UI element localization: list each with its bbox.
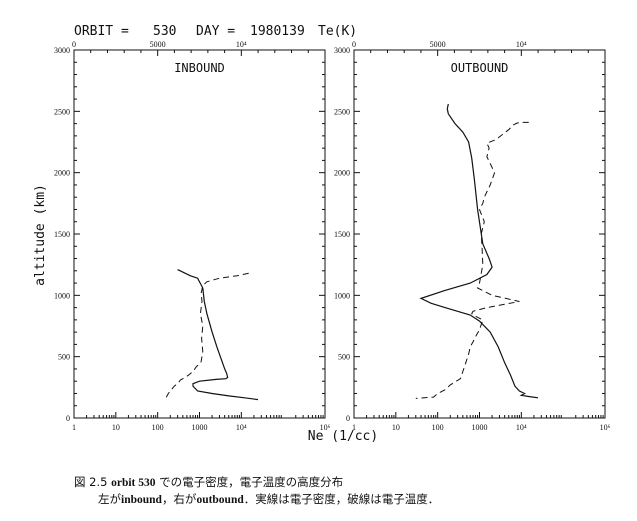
y-tick-label: 1500 (334, 230, 350, 239)
plot-frame (73, 49, 326, 419)
te-unit-label: Te(K) (318, 24, 357, 39)
panel-title: OUTBOUND (451, 61, 509, 75)
ne-density-line (177, 269, 259, 401)
top-tick-label: 5000 (150, 40, 166, 49)
top-tick-label: 10⁴ (236, 40, 247, 49)
y-tick-label: 2500 (334, 107, 350, 116)
caption-right: ，右が (161, 492, 197, 506)
caption-line-2: 左がinbound，右がoutbound．実線は電子密度，破線は電子温度． (74, 491, 439, 508)
x-tick-label: 10⁴ (236, 423, 247, 432)
caption-text-1: での電子密度，電子温度の高度分布 (159, 475, 344, 489)
y-tick-label: 0 (66, 414, 70, 423)
x-tick-label: 10 (392, 423, 400, 432)
orbit-value: 530 (153, 24, 176, 39)
x-tick-label: 1 (352, 423, 356, 432)
caption-line-1: 図 2.5 orbit 530 での電子密度，電子温度の高度分布 (74, 474, 439, 491)
y-tick-label: 2000 (334, 169, 350, 178)
y-tick-label: 2000 (54, 169, 70, 178)
caption-legend-text: ．実線は電子密度，破線は電子温度． (243, 492, 440, 506)
y-axis-label: altitude (km) (33, 184, 48, 286)
x-tick-label: 10⁶ (600, 423, 611, 432)
y-tick-label: 3000 (334, 46, 350, 55)
y-tick-label: 1000 (54, 291, 70, 300)
top-tick-label: 10⁴ (516, 40, 527, 49)
y-tick-label: 3000 (54, 46, 70, 55)
y-tick-label: 0 (346, 414, 350, 423)
orbit-label: ORBIT = (74, 24, 129, 39)
caption-inbound: inbound (121, 494, 162, 506)
x-tick-label: 10 (112, 423, 120, 432)
y-tick-label: 500 (338, 353, 350, 362)
caption-figure-number: 図 2.5 (74, 475, 108, 489)
figure-caption: 図 2.5 orbit 530 での電子密度，電子温度の高度分布 左がinbou… (74, 474, 439, 508)
te-temperature-line (164, 272, 249, 400)
inbound-panel: 1 10 100 1000 10⁴ 10⁶ 0 5000 10⁴ 0 500 1000 1500 2000… (54, 40, 331, 432)
x-tick-label: 10⁴ (516, 423, 527, 432)
panel-title: INBOUND (174, 61, 225, 75)
x-tick-label: 100 (152, 423, 164, 432)
top-tick-label: 0 (72, 40, 76, 49)
y-tick-label: 500 (58, 353, 70, 362)
day-label: DAY = (196, 24, 235, 39)
x-axis-label: Ne (1/cc) (308, 429, 378, 444)
y-tick-label: 1000 (334, 291, 350, 300)
te-temperature-line (415, 121, 529, 399)
figure-header: ORBIT = 530 DAY = 1980139 Te(K) (74, 24, 357, 39)
x-tick-label: 1000 (192, 423, 208, 432)
y-tick-label: 1500 (54, 230, 70, 239)
caption-left: 左が (98, 492, 121, 506)
x-tick-label: 1 (72, 423, 76, 432)
top-tick-label: 0 (352, 40, 356, 49)
x-tick-label: 10⁶ (320, 423, 331, 432)
plot-frame (353, 49, 606, 419)
y-tick-label: 2500 (54, 107, 70, 116)
outbound-panel: 1 10 100 1000 10⁴ 10⁶ 0 5000 10⁴ 0 500 1000 1500 2000… (334, 40, 611, 432)
caption-outbound: outbound (196, 494, 244, 506)
caption-orbit: orbit 530 (111, 477, 156, 489)
x-tick-label: 100 (432, 423, 444, 432)
ne-density-line (419, 103, 539, 399)
top-tick-label: 5000 (430, 40, 446, 49)
day-value: 1980139 (250, 24, 305, 39)
x-tick-label: 1000 (472, 423, 488, 432)
